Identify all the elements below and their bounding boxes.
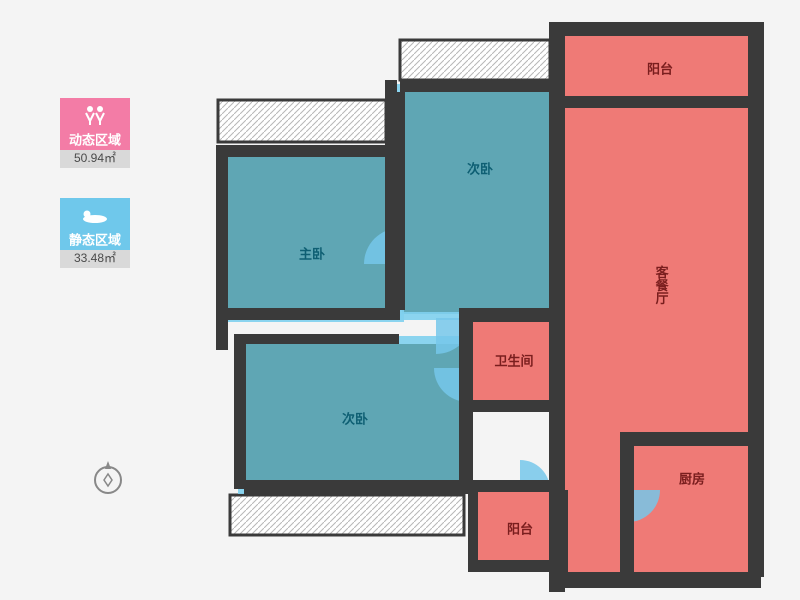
room-label-balcony-top: 阳台: [647, 61, 673, 76]
room-label-master-bedroom: 主卧: [299, 246, 325, 261]
wall: [397, 92, 405, 310]
legend-dynamic-icon-box: [60, 98, 130, 132]
wall: [234, 334, 399, 344]
wall: [234, 334, 246, 489]
wall: [459, 308, 565, 322]
wall: [561, 572, 761, 588]
legend-static-label: 静态区域: [69, 232, 121, 247]
legend-dynamic-label: 动态区域: [69, 132, 121, 147]
wall: [549, 96, 749, 108]
exterior-balcony-slab: [230, 495, 464, 535]
room-label-kitchen: 厨房: [679, 471, 705, 486]
wall: [748, 22, 764, 577]
wall: [400, 80, 555, 92]
wall: [558, 490, 568, 565]
room-label-bathroom: 卫生间: [494, 353, 533, 368]
room-service-hall: [564, 432, 622, 574]
wall: [216, 145, 228, 350]
wall: [620, 432, 760, 446]
legend-static-value: 33.48㎡: [74, 251, 116, 265]
wall: [385, 80, 395, 90]
exterior-balcony-slab: [218, 100, 386, 142]
wall: [228, 308, 400, 320]
room-bedroom-a: [402, 92, 552, 314]
wall: [565, 22, 760, 36]
room-label-balcony-bot: 阳台: [507, 521, 533, 536]
exterior-balcony-slab: [400, 40, 550, 80]
room-label-bedroom-a: 次卧: [467, 161, 493, 176]
legend-dynamic-value: 50.94㎡: [74, 151, 116, 165]
wall: [459, 400, 565, 412]
wall: [459, 312, 473, 487]
wall: [216, 145, 391, 157]
wall: [244, 480, 474, 494]
wall: [385, 80, 397, 320]
wall: [620, 432, 634, 577]
room-label-living-dining: 客餐厅: [654, 265, 670, 306]
room-master-bedroom: [228, 155, 395, 313]
wall: [468, 490, 478, 565]
wall: [468, 560, 568, 572]
room-label-bedroom-b: 次卧: [342, 411, 368, 426]
